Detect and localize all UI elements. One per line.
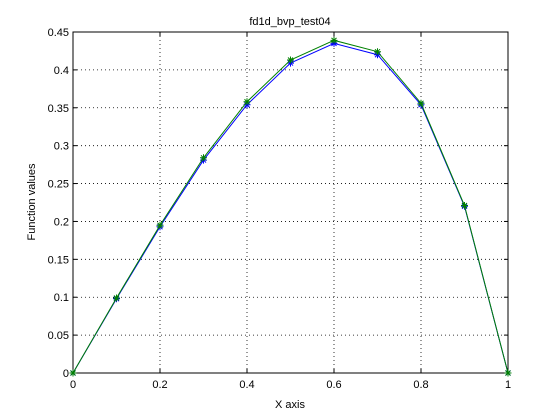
- marker: [243, 98, 251, 106]
- marker-stroke: [330, 36, 338, 44]
- marker-stroke: [243, 98, 251, 106]
- y-tick-label: 0.3: [54, 141, 69, 153]
- x-tick-label: 0.2: [152, 379, 167, 391]
- x-tick-label: 0.6: [326, 379, 341, 391]
- y-tick-label: 0.25: [48, 179, 69, 191]
- marker: [200, 154, 207, 162]
- marker: [461, 202, 468, 210]
- y-axis-label: Function values: [26, 163, 38, 241]
- marker: [156, 221, 164, 229]
- y-tick-label: 0.05: [48, 330, 69, 342]
- marker-stroke: [287, 56, 294, 64]
- y-tick-label: 0.35: [48, 103, 69, 115]
- marker-stroke: [69, 369, 77, 377]
- marker-stroke: [113, 294, 120, 302]
- x-tick-label: 0: [70, 379, 76, 391]
- marker: [374, 48, 381, 56]
- y-tick-label: 0.15: [48, 254, 69, 266]
- x-tick-label: 0.8: [413, 379, 428, 391]
- marker-stroke: [461, 202, 468, 210]
- marker-stroke: [417, 99, 425, 107]
- marker-stroke: [156, 221, 164, 229]
- y-tick-label: 0.4: [54, 65, 69, 77]
- marker-stroke: [374, 48, 381, 56]
- x-tick-label: 1: [505, 379, 511, 391]
- y-tick-label: 0.2: [54, 216, 69, 228]
- y-tick-label: 0: [63, 368, 69, 380]
- x-axis-label: X axis: [275, 399, 305, 411]
- marker-stroke: [200, 154, 207, 162]
- plot-area: [72, 31, 509, 374]
- marker: [417, 99, 425, 107]
- y-tick-label: 0.1: [54, 292, 69, 304]
- marker-stroke: [504, 369, 512, 377]
- y-tick-label: 0.45: [48, 27, 69, 39]
- marker: [113, 294, 120, 302]
- x-tick-label: 0.4: [239, 379, 254, 391]
- chart-title: fd1d_bvp_test04: [249, 16, 330, 28]
- marker: [69, 369, 77, 377]
- marker: [287, 56, 294, 64]
- marker: [330, 36, 338, 44]
- marker: [504, 369, 512, 377]
